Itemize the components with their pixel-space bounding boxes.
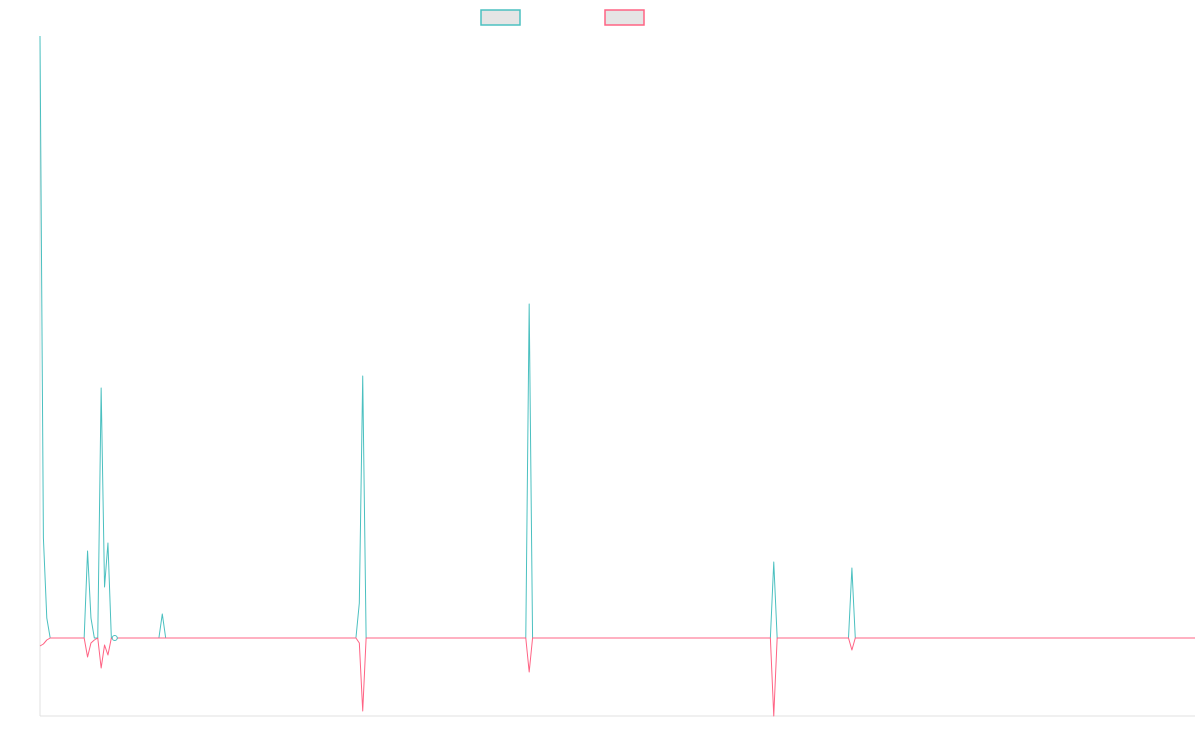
series-line-1 — [39, 637, 1195, 717]
legend-item-0[interactable] — [480, 9, 521, 26]
series-line-0 — [39, 35, 1195, 639]
legend — [480, 9, 645, 26]
series-group — [39, 35, 1195, 717]
hover-point[interactable] — [111, 635, 118, 641]
legend-item-1[interactable] — [604, 9, 645, 26]
